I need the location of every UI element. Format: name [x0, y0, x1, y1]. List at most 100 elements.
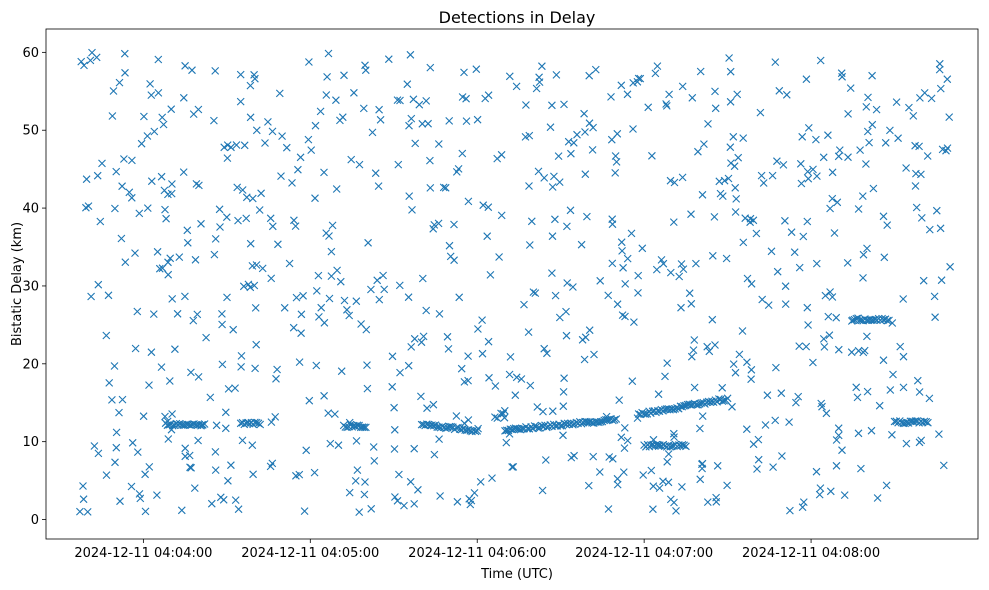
data-point — [612, 415, 621, 423]
data-point — [216, 223, 224, 231]
data-point — [248, 262, 257, 270]
data-point — [687, 299, 696, 308]
data-point — [752, 229, 761, 238]
data-point — [312, 361, 321, 370]
data-point — [493, 154, 502, 163]
data-point — [894, 134, 902, 143]
data-point — [115, 78, 124, 87]
data-point — [128, 156, 136, 165]
data-point — [852, 383, 861, 392]
y-axis: 0 10 20 30 40 50 60 — [22, 46, 46, 528]
data-point — [157, 172, 166, 181]
data-point — [608, 454, 617, 463]
data-point — [167, 189, 176, 198]
data-point — [859, 250, 868, 259]
data-point — [90, 442, 99, 450]
data-point — [588, 146, 597, 154]
data-point — [96, 217, 105, 226]
data-point — [357, 320, 365, 328]
data-point — [186, 463, 194, 472]
data-point — [552, 71, 561, 79]
data-point — [478, 349, 487, 358]
data-point — [613, 300, 622, 309]
data-point — [86, 56, 95, 65]
data-point — [617, 433, 626, 442]
data-point — [79, 482, 87, 490]
data-point — [677, 260, 686, 268]
data-point — [314, 271, 323, 280]
data-point — [698, 190, 707, 199]
data-point — [150, 127, 159, 136]
data-point — [426, 63, 435, 72]
data-point — [322, 91, 331, 99]
chart-title: Detections in Delay — [439, 8, 596, 27]
data-point — [792, 398, 800, 407]
data-point — [117, 234, 126, 243]
data-point — [708, 251, 717, 260]
data-point — [675, 272, 684, 281]
data-point — [560, 100, 568, 109]
data-point — [524, 328, 533, 336]
data-point — [555, 313, 564, 322]
data-point — [168, 180, 176, 188]
data-point — [358, 423, 367, 432]
data-point — [177, 506, 186, 515]
data-point — [328, 221, 337, 230]
data-point — [363, 384, 372, 393]
data-point — [166, 254, 175, 263]
data-point — [481, 94, 490, 103]
data-point — [946, 262, 954, 271]
data-point — [520, 300, 528, 309]
data-point — [125, 188, 134, 197]
data-point — [938, 145, 947, 154]
data-point — [140, 112, 148, 121]
data-point — [484, 203, 493, 212]
data-point — [834, 345, 843, 354]
data-point — [311, 194, 319, 203]
data-point — [410, 500, 419, 508]
data-point — [224, 476, 232, 485]
data-point — [112, 167, 121, 176]
data-point — [369, 443, 378, 451]
data-point — [548, 101, 556, 110]
data-point — [307, 146, 316, 154]
data-point — [585, 119, 594, 128]
data-point — [110, 362, 119, 370]
data-point — [193, 310, 202, 319]
data-point — [844, 153, 852, 162]
data-point — [133, 448, 142, 456]
data-point — [364, 238, 372, 247]
x-tick-label: 2024-12-11 04:08:00 — [742, 546, 880, 561]
data-point — [161, 412, 169, 421]
data-point — [846, 84, 855, 92]
data-point — [567, 149, 575, 158]
data-point — [769, 463, 777, 471]
data-point — [581, 128, 589, 136]
data-point — [422, 97, 431, 105]
data-point — [476, 478, 485, 486]
data-point — [325, 294, 334, 303]
data-point — [522, 101, 530, 109]
data-point — [703, 342, 712, 351]
data-point — [94, 449, 103, 458]
data-point — [136, 494, 145, 503]
data-point — [687, 352, 696, 361]
data-point — [815, 490, 824, 499]
data-point — [158, 113, 167, 122]
data-point — [294, 165, 302, 174]
data-point — [406, 477, 415, 486]
data-point — [812, 135, 820, 144]
data-point — [363, 361, 371, 369]
data-point — [858, 192, 867, 200]
data-point — [464, 352, 472, 360]
data-point — [403, 80, 412, 89]
data-point — [664, 450, 673, 458]
data-point — [120, 49, 129, 58]
data-point — [634, 74, 643, 83]
data-point — [543, 349, 551, 358]
data-point — [619, 263, 627, 272]
data-point — [720, 396, 728, 405]
data-point — [373, 276, 382, 285]
data-point — [627, 229, 636, 238]
data-point — [292, 293, 301, 302]
